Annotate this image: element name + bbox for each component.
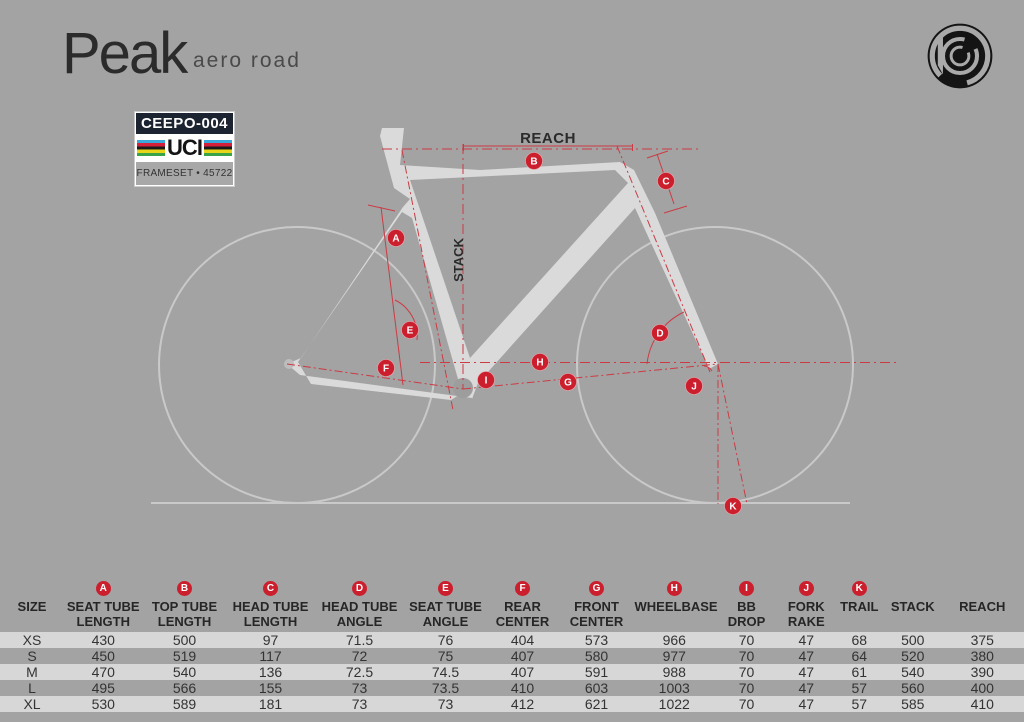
svg-text:A: A (392, 234, 399, 245)
svg-text:STACK: STACK (451, 237, 466, 281)
svg-text:E: E (407, 326, 414, 337)
svg-text:H: H (536, 358, 543, 369)
svg-text:D: D (656, 329, 663, 340)
svg-text:K: K (729, 502, 737, 513)
svg-text:I: I (485, 376, 488, 387)
svg-text:C: C (662, 177, 669, 188)
svg-text:J: J (691, 382, 697, 393)
svg-text:F: F (383, 364, 389, 375)
svg-text:REACH: REACH (520, 130, 576, 147)
svg-text:B: B (530, 157, 537, 168)
svg-text:G: G (564, 378, 572, 389)
